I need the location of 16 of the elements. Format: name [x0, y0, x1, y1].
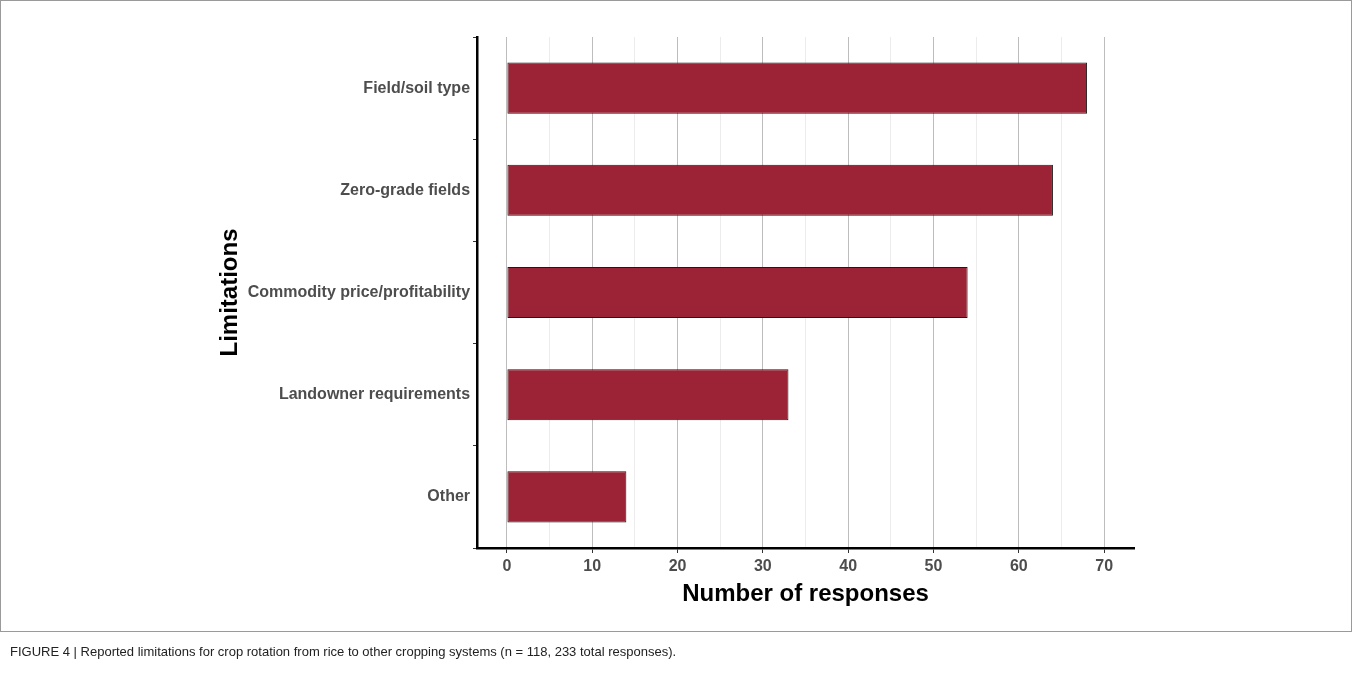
x-tick-label: 0: [502, 557, 512, 575]
y-tick-label: Other: [427, 487, 471, 505]
y-axis-title: Limitations: [215, 228, 243, 357]
x-tick-label: 20: [668, 557, 687, 575]
x-tick-label: 30: [753, 557, 772, 575]
x-tick-label: 70: [1095, 557, 1114, 575]
y-tick-label: Landowner requirements: [278, 385, 471, 403]
x-tick-label: 60: [1009, 557, 1028, 575]
x-axis-title: Number of responses: [682, 579, 929, 607]
x-tick-label: 10: [583, 557, 602, 575]
x-tick-label: 40: [839, 557, 858, 575]
y-tick-label: Field/soil type: [363, 78, 471, 96]
x-tick-label: 50: [924, 557, 943, 575]
y-tick-label: Zero-grade fields: [340, 180, 471, 198]
y-tick-label: Commodity price/profitability: [247, 282, 471, 300]
caption: FIGURE 4 | Reported limitations for crop rotation from rice to other cropping systems (n = 118, 233 total responses).: [10, 644, 677, 659]
